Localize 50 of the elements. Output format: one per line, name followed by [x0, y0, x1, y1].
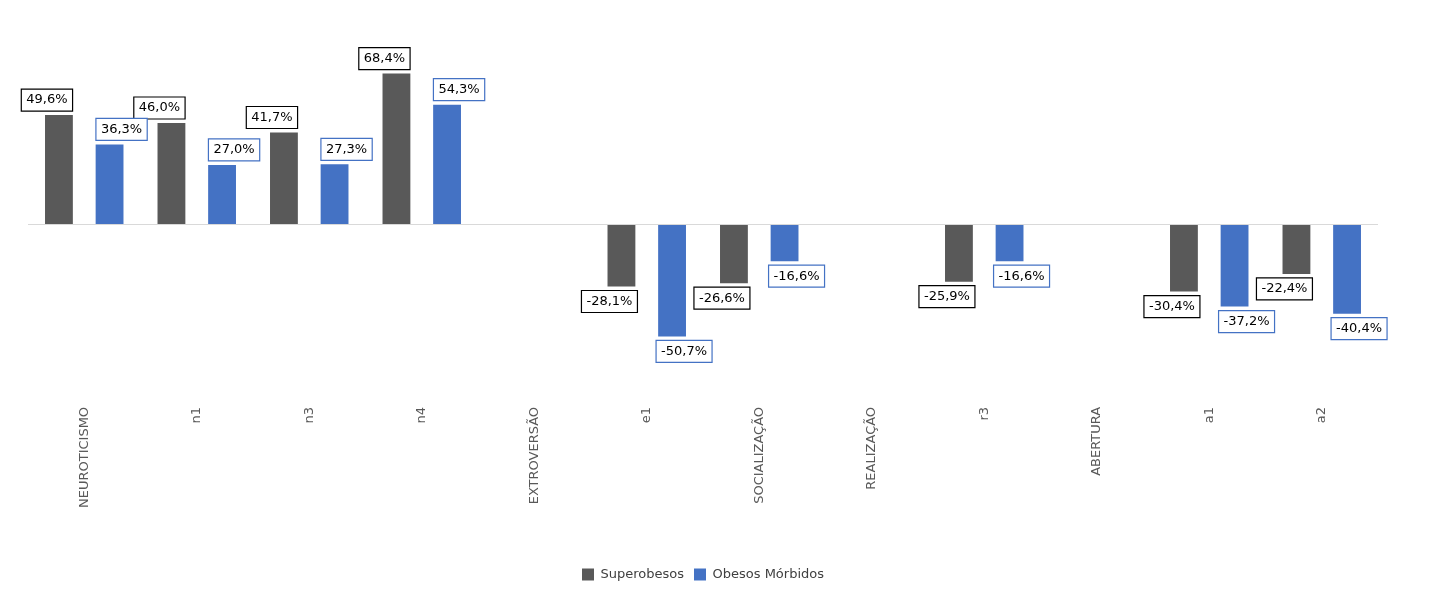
legend-label: Superobesos: [600, 565, 685, 581]
data-label: 49,6%: [26, 91, 68, 107]
x-tick-label: n1: [188, 406, 204, 424]
x-tick-label: REALIZAÇÃO: [863, 406, 879, 490]
data-label: 68,4%: [363, 49, 406, 65]
bar: [945, 225, 973, 282]
data-label: -25,9%: [923, 288, 970, 304]
data-label: -26,6%: [698, 289, 745, 305]
bar: [157, 123, 186, 225]
data-label: 27,3%: [325, 140, 368, 156]
data-label: -37,2%: [1223, 312, 1270, 328]
x-tick-label: a1: [1200, 406, 1216, 424]
data-label: -16,6%: [773, 267, 820, 283]
bar: [95, 144, 124, 225]
legend-label: Obesos Mórbidos: [712, 565, 825, 581]
bar: [433, 104, 461, 225]
bar: [1282, 225, 1311, 274]
x-tick-label: ABERTURA: [1088, 406, 1104, 476]
data-label: 36,3%: [100, 120, 143, 136]
bar: [1220, 225, 1249, 307]
x-tick-label: EXTROVERSÃO: [525, 406, 541, 505]
bar: [720, 225, 748, 284]
data-label: 41,7%: [251, 108, 293, 124]
bar: [320, 164, 349, 225]
x-tick-label: e1: [638, 406, 654, 424]
x-tick-label: SOCIALIZAÇÃO: [750, 406, 766, 504]
data-label: -16,6%: [998, 267, 1045, 283]
bar: [45, 115, 73, 225]
bar: [770, 225, 799, 262]
x-tick-label: n3: [300, 406, 316, 424]
bar: [270, 132, 298, 225]
bar: [1170, 225, 1198, 292]
data-label: 54,3%: [438, 81, 480, 97]
bar: [208, 164, 236, 225]
x-tick-label: n4: [413, 406, 429, 424]
bar: [1333, 225, 1361, 314]
bar: [607, 225, 636, 287]
data-label: -22,4%: [1261, 280, 1308, 296]
x-tick-label: NEUROTICISMO: [75, 406, 91, 508]
x-tick-label: a2: [1313, 406, 1329, 424]
bar: [995, 225, 1024, 262]
bar: [658, 225, 686, 337]
data-label: -50,7%: [661, 342, 708, 358]
data-label: 46,0%: [138, 99, 181, 115]
data-label: -40,4%: [1336, 320, 1383, 336]
bar: [382, 73, 411, 225]
x-tick-label: r3: [975, 406, 991, 421]
data-label: -28,1%: [586, 292, 633, 308]
data-label: -30,4%: [1148, 297, 1195, 313]
data-label: 27,0%: [213, 141, 255, 157]
